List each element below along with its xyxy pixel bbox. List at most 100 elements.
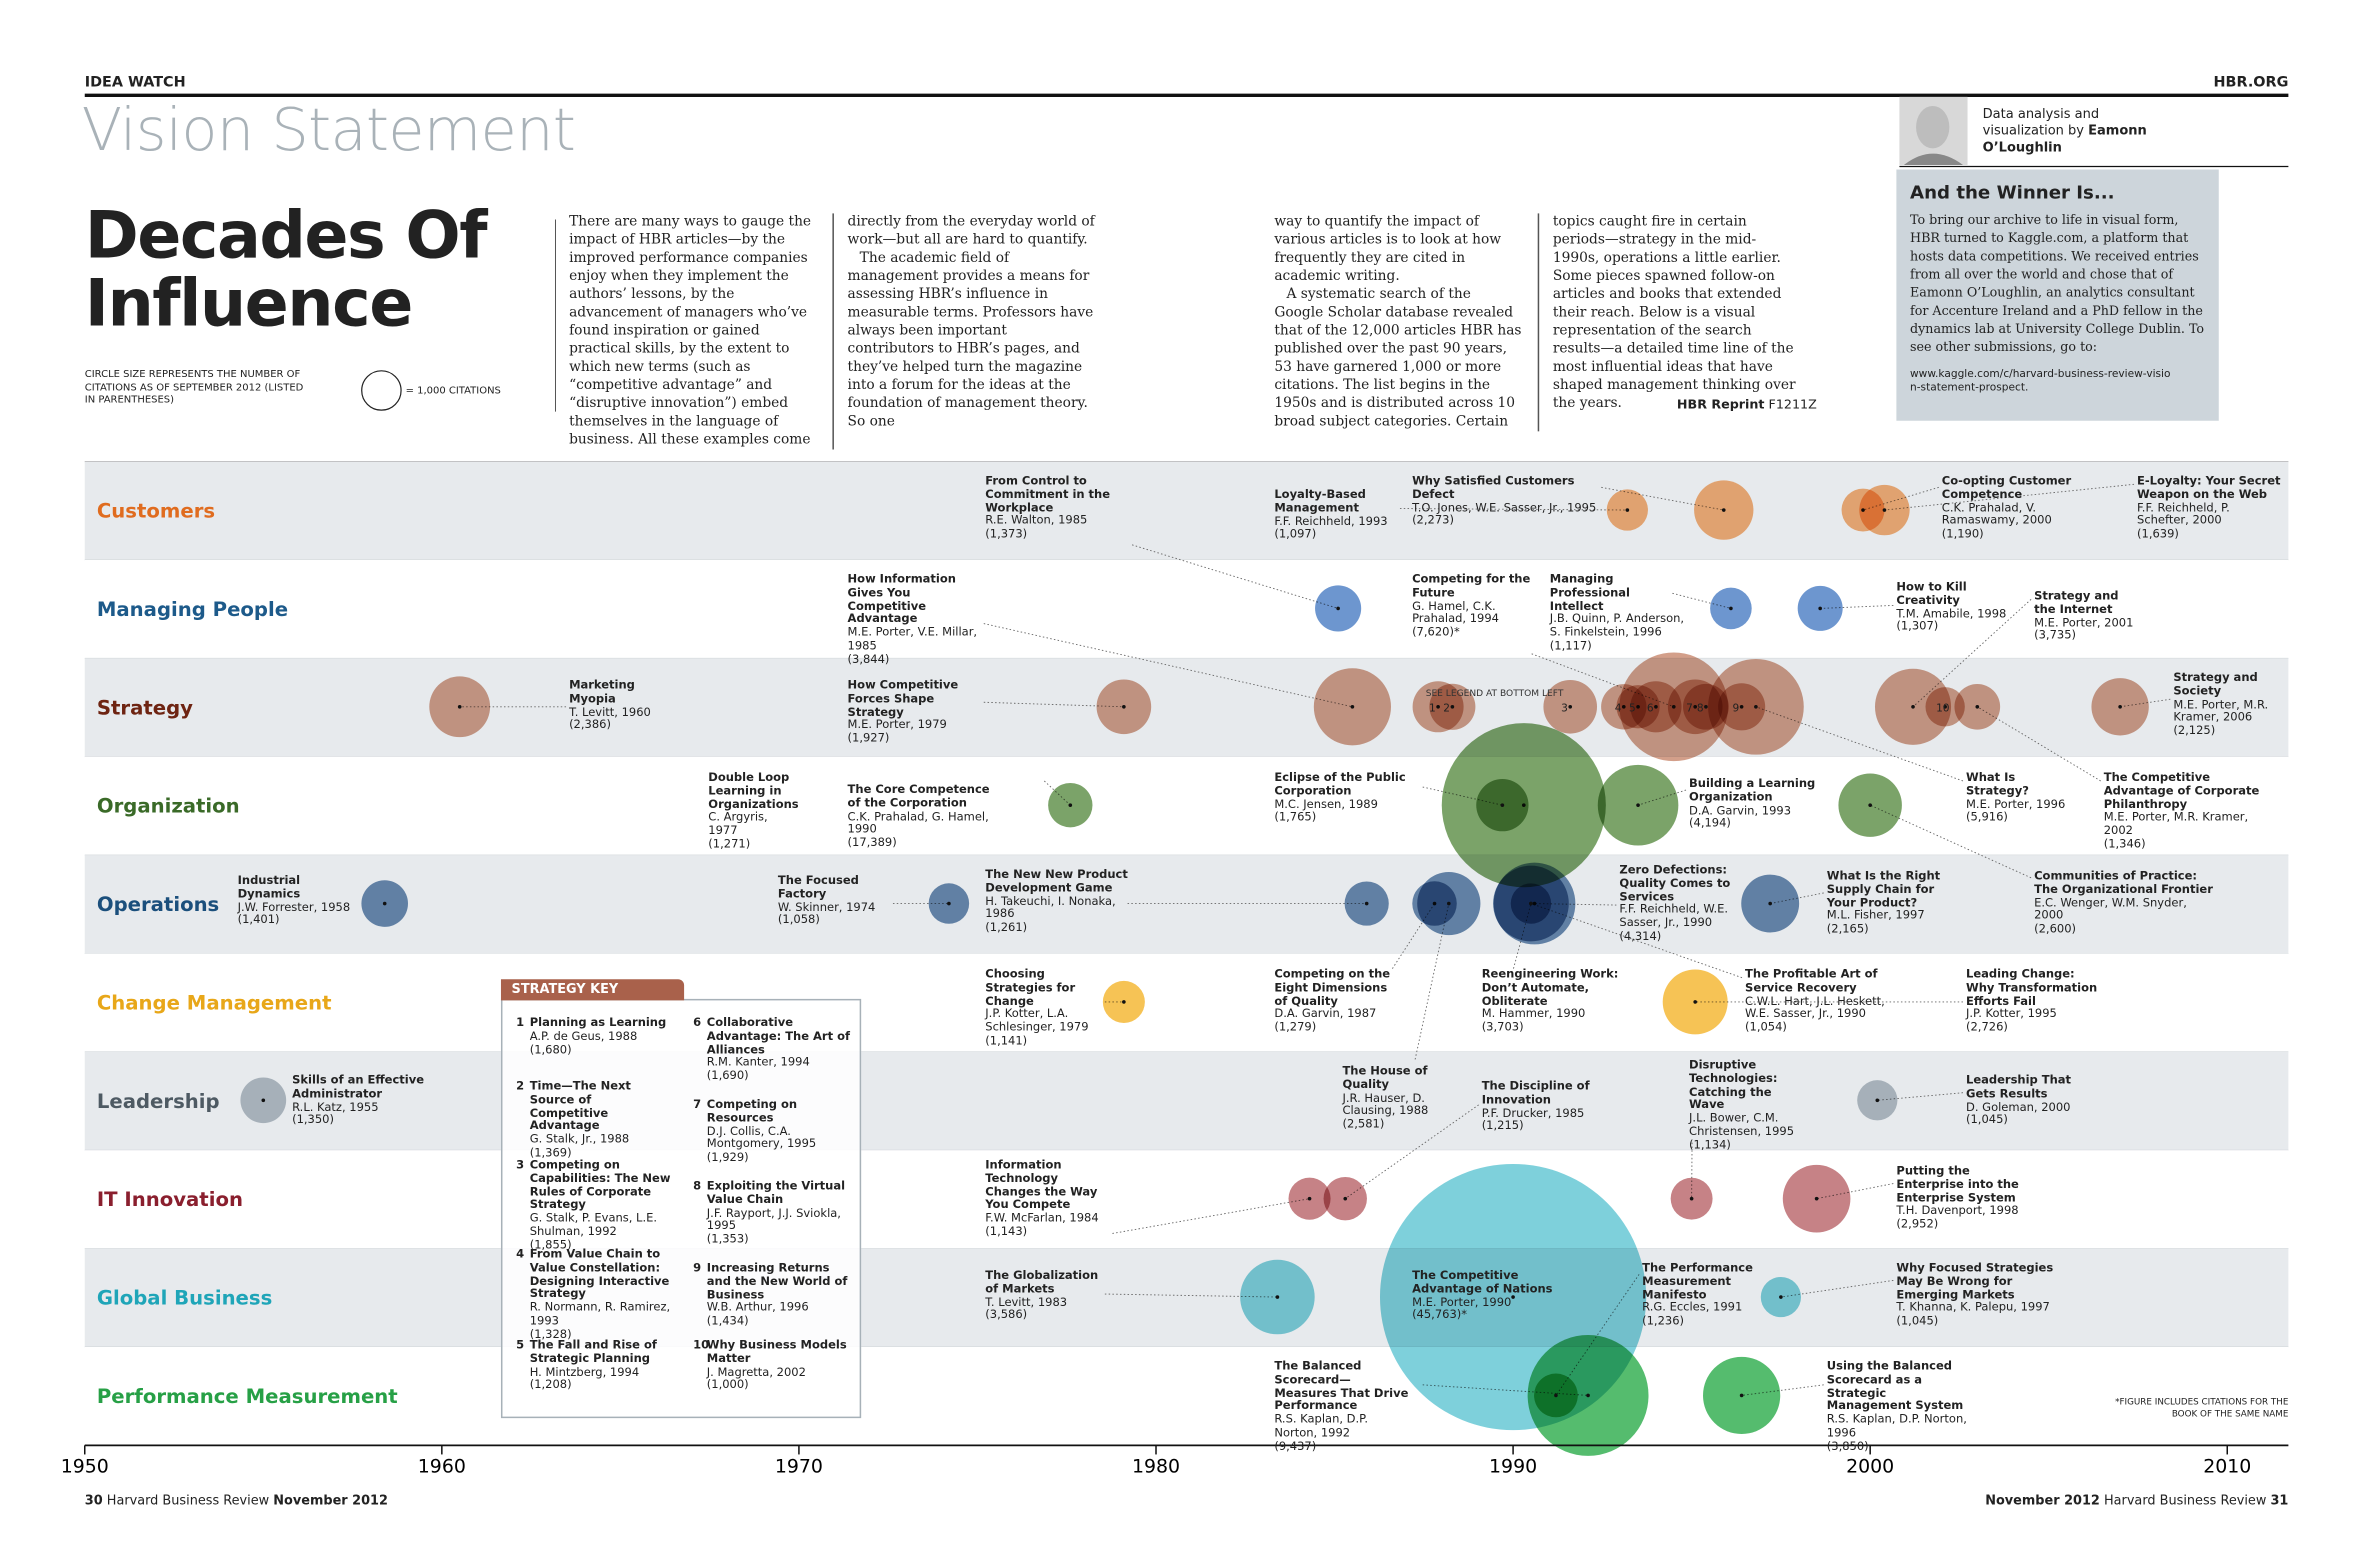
credit-author: Eamonn O’Loughlin <box>1982 124 2147 156</box>
article-authors: D.A. Garvin, 1993 <box>1689 803 1792 817</box>
article-authors: R.S. Kaplan, D.P. Norton, 1992 <box>1274 1412 1368 1440</box>
article-label: What Is Strategy? M.E. Porter, 1996 (5,916… <box>1966 770 2080 825</box>
article-title: The House of Quality <box>1342 1063 1428 1091</box>
bubble-center <box>1975 704 1980 709</box>
article-citations: (1,927) <box>847 731 890 745</box>
article-title: The Competitive Advantage of Corporate P… <box>2103 770 2260 811</box>
strategy-key-item: 1 Planning as Learning A.P. de Geus, 1988(… <box>516 1015 673 1057</box>
article-label: Skills of an Effective Administrator R.L.… <box>292 1073 428 1128</box>
article-authors: G. Stalk, Jr., 1988 <box>529 1132 630 1146</box>
article-label: The Core Competence of the Corporation C.… <box>847 782 999 851</box>
magazine: Harvard Business Review <box>2103 1493 2267 1509</box>
body-paragraph: The academic field of management provide… <box>847 251 1094 430</box>
article-label: Why Focused Strategies May Be Wrong for … <box>1896 1261 2062 1329</box>
sidebar-box <box>1896 169 2219 421</box>
article-label: What Is the Right Supply Chain for Your … <box>1826 869 1948 937</box>
article-label: How Competitive Forces Shape Strategy M.E… <box>847 678 992 747</box>
category-label: Customers <box>97 500 215 523</box>
article-authors: G. Stalk, P. Evans, L.E. Shulman, 1992 <box>529 1211 658 1239</box>
bubble-center <box>1275 1295 1280 1299</box>
article-title: Planning as Learning <box>529 1015 667 1030</box>
article-label: Co-opting Customer Competence C.K. Prahal… <box>1941 473 2108 542</box>
article-label: Using the Balanced Scorecard as a Strate… <box>1826 1359 1971 1454</box>
bubble-center <box>1868 803 1872 807</box>
article-title: The Balanced Scorecard—Measures That Dri… <box>1274 1359 1409 1413</box>
key-number: 9 <box>1733 702 1740 714</box>
author-photo-body <box>1903 153 1963 165</box>
row-band <box>84 461 2289 560</box>
category-label: Managing People <box>97 598 288 621</box>
article-authors: M.E. Porter, M.R. Kramer, 2006 <box>2173 697 2269 725</box>
article-title: The Core Competence of the Corporation <box>847 782 990 810</box>
article-title: What Is Strategy? <box>1966 770 2029 798</box>
article-label: The Competitive Advantage of Corporate P… <box>2103 770 2270 852</box>
strategy-key-item: 8 Exploiting the Virtual Value Chain J.F. … <box>693 1179 850 1248</box>
leader-line <box>1884 483 2135 511</box>
article-label: Marketing Myopia T. Levitt, 1960 (2,386) <box>569 678 667 733</box>
category-label: Performance Measurement <box>97 1385 398 1408</box>
leader-line <box>1869 804 2032 879</box>
article-title: How Information Gives You Competitive Ad… <box>847 572 956 626</box>
strategy-key-item: 3 Competing on Capabilities: The New Rule… <box>516 1158 673 1252</box>
row-band <box>84 1346 2289 1446</box>
article-citations: (1,401) <box>237 913 280 927</box>
article-citations: (2,125) <box>2173 723 2216 738</box>
article-authors: J.W. Forrester, 1958 <box>237 899 351 914</box>
article-title: Strategy and the Internet <box>2034 588 2119 616</box>
article-label: Competing on the Eight Dimensions of Qua… <box>1274 967 1395 1036</box>
article-authors: F.F. Reichheld, P. Schefter, 2000 <box>2137 500 2230 528</box>
article-citations: (3,850) <box>1826 1438 1869 1453</box>
bubble-center <box>1689 1196 1694 1201</box>
article-citations: (1,058) <box>777 913 820 927</box>
article-title: Eclipse of the Public Corporation <box>1274 770 1406 798</box>
department-title: Vision Statement <box>81 96 576 165</box>
strategy-key-item: 2 Time—The Next Source of Competitive Adv… <box>516 1079 673 1161</box>
article-title: Increasing Returns and the New World of … <box>706 1260 848 1301</box>
strategy-key-item: 5 The Fall and Rise of Strategic Planning… <box>516 1338 673 1392</box>
section-label: IDEA WATCH <box>84 74 186 91</box>
strategy-key-item: 9 Increasing Returns and the New World of… <box>693 1260 850 1329</box>
article-title: Putting the Enterprise into the Enterpri… <box>1896 1163 2019 1205</box>
key-number: 5 <box>1629 702 1636 714</box>
bubble-center <box>1511 1295 1515 1299</box>
magazine: Harvard Business Review <box>106 1493 270 1509</box>
category-label: Strategy <box>97 696 193 719</box>
bubble-center <box>1739 1393 1744 1398</box>
article-citations: (1,350) <box>292 1112 334 1127</box>
key-number: 6 <box>1647 702 1654 714</box>
bubble-center <box>1943 704 1947 709</box>
row-band <box>84 953 2289 1052</box>
bubble-center <box>1721 508 1726 512</box>
article-title: Exploiting the Virtual Value Chain <box>706 1179 846 1206</box>
article-authors: F.W. McFarlan, 1984 <box>985 1211 1099 1225</box>
leader-line <box>1755 706 1964 782</box>
footer-right: November 2012 Harvard Business Review 31 <box>1985 1494 2288 1509</box>
article-title: Marketing Myopia <box>569 678 635 705</box>
article-label: The Discipline of Innovation P.F. Drucker… <box>1482 1079 1603 1134</box>
bubble-center <box>1343 1196 1348 1201</box>
article-label: Reengineering Work: Don’t Automate, Obli… <box>1482 967 1626 1036</box>
leader-line <box>1531 653 1674 708</box>
bubble-center <box>1911 704 1915 709</box>
article-title: Zero Defections: Quality Comes to Servic… <box>1619 862 1731 903</box>
footnote: *FIGURE INCLUDES CITATIONS FOR THE BOOK … <box>2115 1398 2289 1419</box>
leader-line <box>1112 1198 1310 1234</box>
article-authors: R. Normann, R. Ramirez, 1993 <box>529 1300 671 1328</box>
article-title: Co-opting Customer Competence <box>1941 473 2072 501</box>
bubble-center <box>1818 606 1822 611</box>
bubble-center <box>261 1098 266 1103</box>
article-citations: (1,261) <box>985 920 1028 935</box>
article-citations: (1,639) <box>2137 526 2179 541</box>
bubble-center <box>1875 1098 1880 1103</box>
article-authors: M.L. Fisher, 1997 <box>1826 908 1925 923</box>
article-label: The Performance Measurement Manifesto R.G… <box>1642 1261 1763 1329</box>
key-item-number: 8 <box>693 1179 702 1193</box>
strategy-key-item: 10 Why Business Models Matter J. Magretta,… <box>693 1338 850 1392</box>
x-tick-label: 1960 <box>418 1456 466 1478</box>
x-tick-label: 1980 <box>1132 1456 1180 1478</box>
body-paragraph: A systematic search of the Google Schola… <box>1274 214 1796 430</box>
article-citations: (1,045) <box>1966 1112 2008 1127</box>
article-title: The New New Product Development Game <box>985 867 1128 895</box>
bubble-center <box>1350 704 1355 709</box>
